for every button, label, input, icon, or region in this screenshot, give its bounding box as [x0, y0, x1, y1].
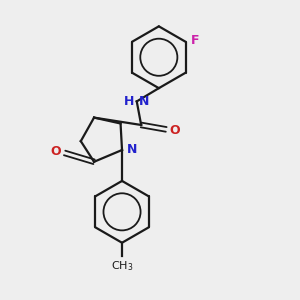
Text: F: F — [191, 34, 200, 47]
Text: O: O — [50, 145, 61, 158]
Text: CH$_3$: CH$_3$ — [111, 259, 133, 273]
Text: N: N — [139, 95, 149, 108]
Text: H: H — [124, 95, 134, 108]
Text: N: N — [126, 143, 137, 157]
Text: O: O — [170, 124, 180, 137]
